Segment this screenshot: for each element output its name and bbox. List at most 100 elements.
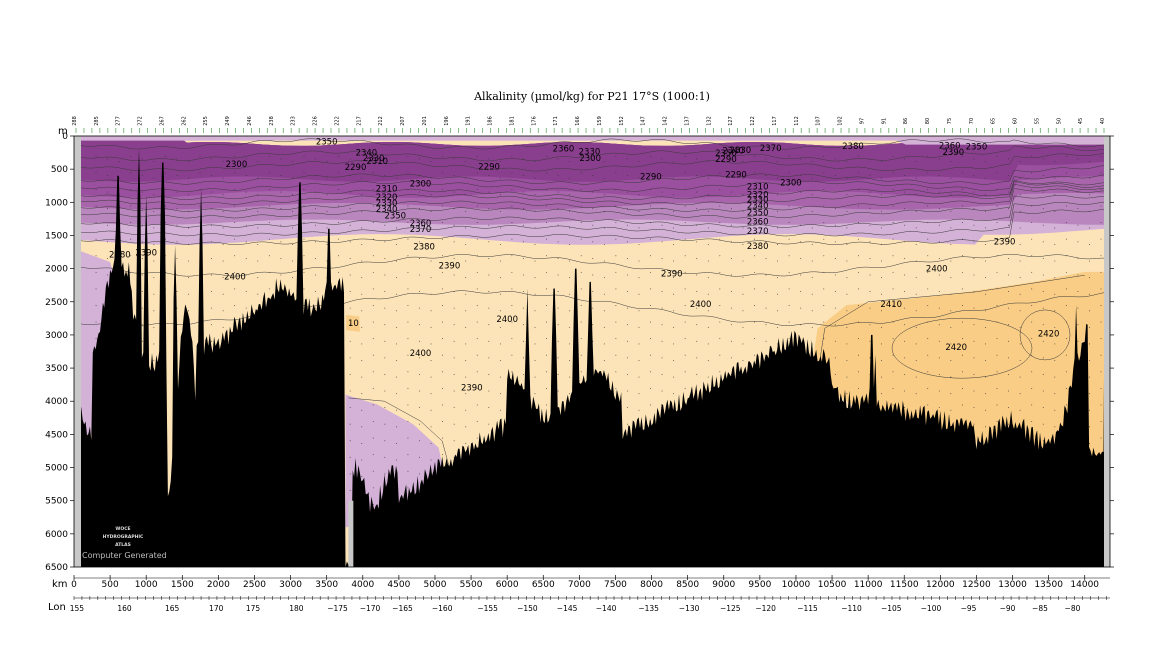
sample-dot (627, 224, 628, 226)
sample-dot (1112, 258, 1113, 259)
sample-dot (453, 390, 455, 392)
sample-dot (1054, 210, 1056, 212)
sample-dot (915, 360, 917, 361)
sample-dot (904, 241, 906, 243)
sample-dot (846, 343, 848, 345)
sample-dot (222, 244, 224, 245)
sample-dot (361, 277, 363, 279)
distance-tick-label: 7000 (568, 580, 591, 590)
station-number-label: 267 (159, 116, 165, 126)
sample-dot (153, 194, 155, 196)
sample-dot (1112, 192, 1113, 193)
sample-dot (638, 343, 640, 345)
sample-dot (696, 357, 698, 359)
sample-dot (800, 191, 802, 193)
sample-dot (823, 288, 825, 290)
contour-label: 2300 (410, 180, 432, 190)
contour-2420-b (1019, 309, 1071, 361)
sample-dot (1124, 509, 1125, 510)
distance-tick-label: 5500 (460, 580, 483, 590)
sample-dot (904, 407, 906, 408)
sample-dot (754, 222, 755, 223)
sample-dot (361, 459, 363, 461)
sample-dot (384, 390, 386, 392)
sample-dot (673, 260, 675, 262)
sample-dot (1008, 407, 1010, 408)
contour-label: 2390 (943, 148, 965, 158)
sample-dot (1019, 409, 1021, 411)
sample-dot (834, 307, 836, 309)
sample-dot (1008, 307, 1010, 309)
sample-dot (395, 360, 397, 361)
contour-label: 2400 (224, 273, 246, 283)
sample-dot (950, 161, 952, 162)
sample-dot (534, 360, 536, 361)
sample-dot (730, 175, 732, 176)
sample-dot (465, 443, 467, 444)
sample-dot (1089, 177, 1090, 179)
sample-dot (303, 255, 305, 257)
sample-dot (499, 177, 501, 179)
sample-dot (1019, 360, 1021, 361)
sample-dot (1124, 228, 1125, 229)
sample-dot (1124, 310, 1125, 311)
sample-dot (419, 258, 420, 259)
sample-dot (788, 321, 790, 323)
sample-dot (1042, 390, 1044, 392)
sample-dot (245, 158, 247, 160)
distance-tick-label: 11500 (890, 580, 919, 590)
sample-dot (638, 194, 640, 196)
sample-dot (650, 189, 651, 190)
sample-dot (973, 208, 975, 210)
sample-dot (499, 277, 501, 279)
sample-dot (915, 409, 917, 411)
sample-dot (534, 393, 536, 395)
contour-label: 2310 (747, 182, 769, 192)
sample-dot (234, 288, 236, 290)
distance-tick-label: 4000 (351, 580, 374, 590)
station-number-label: 226 (313, 116, 319, 126)
sample-dot (442, 205, 443, 207)
sample-dot (742, 161, 744, 162)
sample-dot (488, 191, 490, 193)
sample-dot (996, 189, 998, 190)
sample-dot (372, 271, 374, 273)
sample-dot (534, 260, 536, 262)
sample-dot (1100, 321, 1102, 323)
sample-dot (153, 360, 155, 361)
station-number-label: 201 (422, 116, 428, 126)
sample-dot (661, 274, 663, 276)
sample-dot (904, 224, 906, 226)
sample-dot (638, 293, 640, 295)
sample-dot (765, 158, 767, 160)
sample-dot (881, 376, 882, 378)
sample-dot (465, 277, 467, 279)
sample-dot (234, 222, 236, 223)
sample-dot (962, 205, 963, 207)
sample-dot (257, 194, 259, 196)
contour-label: 2320 (747, 190, 769, 200)
sample-dot (950, 277, 952, 279)
sample-dot (904, 191, 906, 193)
sample-dot (742, 227, 744, 229)
sample-dot (777, 277, 778, 279)
sample-dot (511, 155, 513, 157)
sample-dot (800, 224, 802, 226)
sample-dot (661, 224, 663, 226)
sample-dot (580, 338, 582, 340)
sample-dot (603, 161, 605, 162)
sample-dot (130, 271, 132, 273)
sample-dot (349, 258, 351, 259)
sample-dot (834, 274, 836, 276)
sample-dot (395, 260, 397, 262)
sample-dot (546, 205, 547, 207)
sample-dot (638, 409, 640, 411)
sample-dot (384, 473, 386, 475)
sample-dot (661, 390, 663, 392)
contour-label: 2320 (376, 193, 398, 203)
sample-dot (338, 271, 340, 273)
sample-dot (800, 258, 802, 259)
sample-dot (188, 227, 189, 229)
contour-label: 2300 (579, 154, 601, 164)
sample-dot (164, 172, 166, 174)
